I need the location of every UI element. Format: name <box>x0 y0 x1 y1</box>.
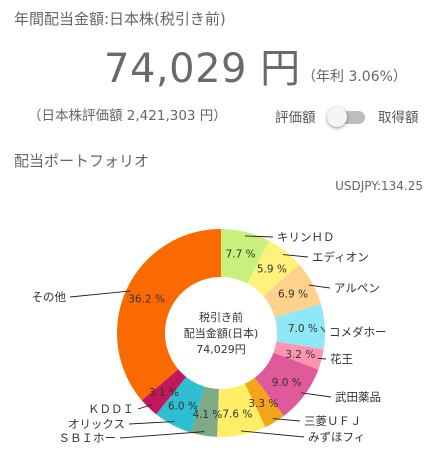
fx-rate: USDJPY:134.25 <box>335 179 423 193</box>
stock-valuation: （日本株評価額 2,421,303 円） <box>28 108 227 124</box>
pie-slice[interactable] <box>274 303 325 350</box>
toggle-knob[interactable] <box>327 107 347 127</box>
pie-slice[interactable] <box>273 341 324 370</box>
slice-name-label: キリンＨＤ <box>277 230 335 244</box>
center-line-1: 税引き前 <box>199 310 243 324</box>
pie-slice[interactable] <box>190 386 219 437</box>
slice-name-label: 武田薬品 <box>335 390 381 404</box>
leader-line <box>301 392 332 398</box>
toggle-label-valuation[interactable]: 評価額 <box>275 110 316 126</box>
center-line-3: 74,029円 <box>196 343 246 356</box>
pie-slice[interactable] <box>116 229 221 401</box>
section-title-portfolio: 配当ポートフォリオ <box>14 152 150 170</box>
leader-line <box>128 421 175 425</box>
valuation-cost-toggle[interactable] <box>327 107 367 127</box>
leader-line <box>244 235 274 238</box>
leader-line <box>119 431 205 439</box>
leader-line <box>69 290 131 298</box>
slice-name-label: みずほフィ <box>308 430 365 444</box>
slice-name-label: ＳＢＩホー <box>59 431 117 445</box>
slice-name-label: コメダホー <box>329 325 387 339</box>
slice-percent-label: 9.0 % <box>272 377 302 389</box>
slice-percent-label: 7.7 % <box>226 248 256 260</box>
leader-line <box>282 254 309 258</box>
page-title: 年間配当金額:日本株(税引き前) <box>14 10 226 28</box>
slice-percent-label: 5.9 % <box>257 264 287 276</box>
leader-line <box>137 404 152 410</box>
pie-slice[interactable] <box>263 264 321 318</box>
annual-dividend-amount: 74,029 円 <box>104 46 301 92</box>
toggle-label-cost[interactable]: 取得額 <box>378 110 419 126</box>
annual-yield: （年利 3.06%） <box>302 69 407 85</box>
slice-percent-label: 7.6 % <box>222 408 252 420</box>
donut-hole <box>172 284 270 382</box>
pie-slice[interactable] <box>244 377 284 428</box>
leader-line <box>272 418 301 422</box>
leader-line <box>317 358 327 360</box>
pie-slice[interactable] <box>254 352 319 416</box>
slice-percent-label: 3.2 % <box>285 349 315 361</box>
pie-slice[interactable] <box>217 383 266 438</box>
leader-line <box>240 430 305 438</box>
slice-percent-label: 36.2 % <box>128 294 165 306</box>
center-line-2: 配当金額(日本) <box>184 326 259 340</box>
slice-name-label: 三菱ＵＦＪ <box>304 414 362 428</box>
slice-percent-label: 7.0 % <box>288 323 318 335</box>
slice-name-label: エディオン <box>312 250 369 264</box>
slice-name-label: アルペン <box>334 281 380 295</box>
slice-name-label: 花王 <box>330 352 353 366</box>
slice-percent-label: 4.1 % <box>192 409 222 421</box>
slice-percent-label: 3.1 % <box>149 387 179 399</box>
pie-slice[interactable] <box>156 376 205 433</box>
slice-percent-label: 6.9 % <box>278 289 308 301</box>
slice-percent-label: 6.0 % <box>168 401 198 413</box>
slice-name-label: ＫＤＤＩ <box>88 402 134 416</box>
slice-percent-label: 3.3 % <box>248 398 278 410</box>
slice-name-label: オリックス <box>68 417 125 431</box>
pie-slice[interactable] <box>141 369 187 415</box>
leader-line <box>308 284 331 289</box>
slice-name-label: その他 <box>32 290 67 304</box>
leader-line <box>320 326 326 333</box>
pie-slice[interactable] <box>221 229 270 284</box>
